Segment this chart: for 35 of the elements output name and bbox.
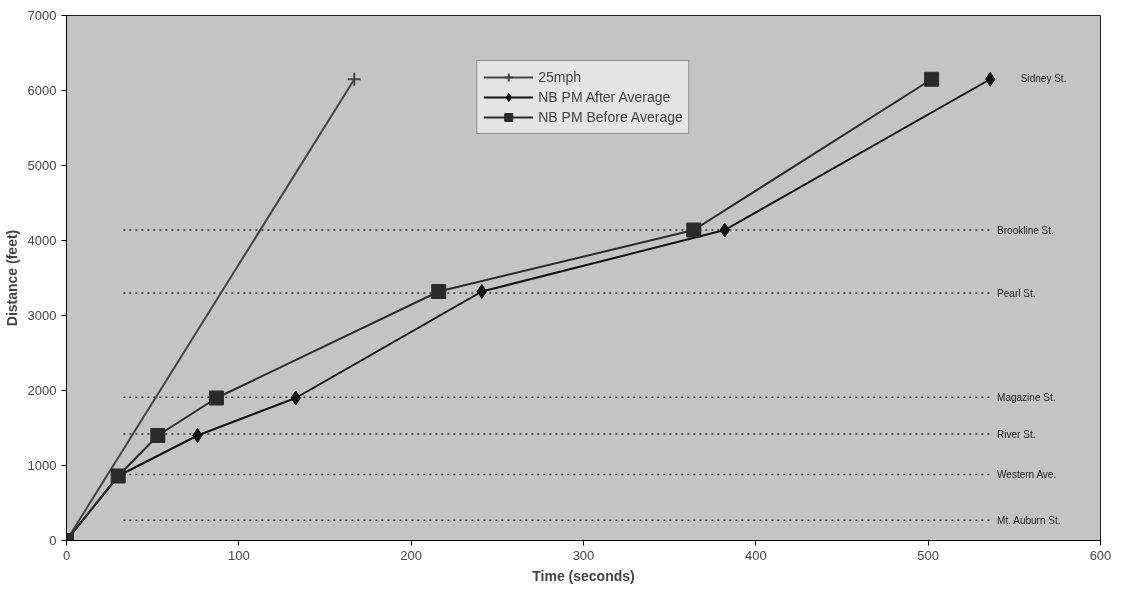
x-tick-label: 500 xyxy=(917,547,940,563)
y-tick-label: 4000 xyxy=(27,233,57,248)
point xyxy=(208,390,224,406)
point xyxy=(431,284,447,299)
y-tick-label: 2000 xyxy=(27,383,57,398)
ref-line-label: River St. xyxy=(997,428,1036,440)
y-tick-label: 6000 xyxy=(27,83,57,98)
x-tick-label: 300 xyxy=(572,547,595,563)
legend-label: 25mph xyxy=(538,69,582,85)
point xyxy=(924,71,940,87)
y-tick-label: 7000 xyxy=(27,8,57,23)
legend-label: NB PM Before Average xyxy=(538,109,683,125)
ref-line-label: Magazine St. xyxy=(997,391,1056,403)
ref-line-label: Mt. Auburn St. xyxy=(997,514,1061,526)
x-tick-label: 600 xyxy=(1089,547,1112,563)
y-axis-title: Distance (feet) xyxy=(3,229,20,327)
point xyxy=(150,428,166,443)
x-tick-label: 400 xyxy=(744,547,767,563)
y-tick-label: 5000 xyxy=(27,158,57,173)
point xyxy=(346,71,362,87)
ref-line-label: Pearl St. xyxy=(997,287,1036,299)
ref-line-label: Western Ave. xyxy=(997,469,1057,480)
y-tick-label: 1000 xyxy=(27,458,57,473)
point xyxy=(686,222,702,238)
y-tick-label: 3000 xyxy=(27,308,57,323)
y-tick-label: 0 xyxy=(49,533,57,548)
point xyxy=(192,428,203,443)
legend-label: NB PM After Average xyxy=(538,89,671,105)
x-tick-label: 200 xyxy=(400,547,423,563)
annotation: Sidney St. xyxy=(1020,73,1067,84)
point xyxy=(476,284,487,299)
x-tick-label: 100 xyxy=(227,547,250,563)
x-tick-label: 0 xyxy=(62,547,71,563)
x-axis-title: Time (seconds) xyxy=(532,567,635,584)
ref-line-label: Brookline St. xyxy=(997,224,1054,236)
